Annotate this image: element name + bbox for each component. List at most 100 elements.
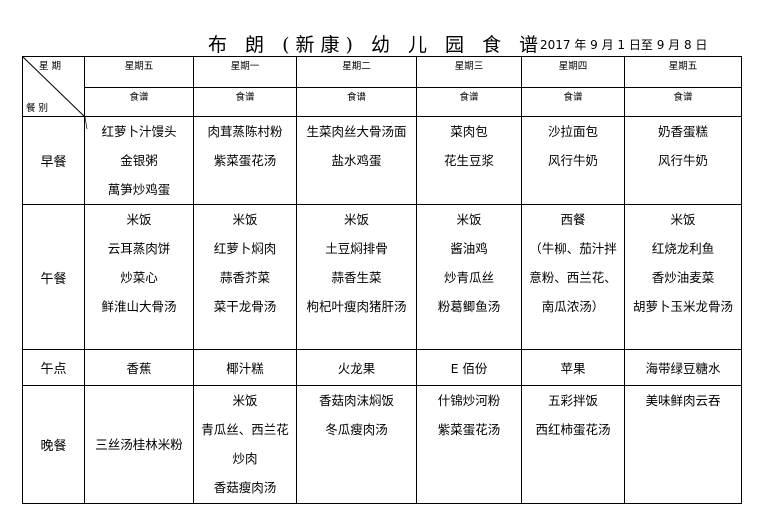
dish-item: 风行牛奶 bbox=[547, 153, 598, 168]
dish-item: 盐水鸡蛋 bbox=[331, 153, 382, 168]
dish-item: 炒肉 bbox=[232, 451, 258, 466]
menu-cell: 红萝卜汁馒头 金银粥萬笋炒鸡蛋 bbox=[84, 116, 194, 205]
dish-item: （牛柳、茄汁拌 bbox=[529, 241, 617, 256]
menu-cell: 西餐 （牛柳、茄汁拌 意粉、西兰花、 南瓜浓汤） bbox=[521, 204, 625, 350]
day-header: 星期一 bbox=[193, 56, 297, 88]
menu-cell: 米饭青瓜丝、西兰花 炒肉香菇瘦肉汤 bbox=[193, 385, 297, 504]
meal-label: 午餐 bbox=[22, 204, 85, 350]
meal-row-lunch: 午餐 米饭 云耳蒸肉饼 炒菜心 鲜淮山大骨汤 米饭 红萝卜焖肉 蒜香芥菜 菜干龙骨汤 米饭 土豆焖排… bbox=[22, 204, 742, 350]
dish-item: 肉茸蒸陈村粉 bbox=[207, 124, 283, 139]
corner-bottom-label: 餐 别 bbox=[26, 103, 49, 114]
dish-item: 花生豆浆 bbox=[443, 153, 494, 168]
recipe-header: 食谱 bbox=[193, 87, 297, 117]
menu-cell: 海带绿豆糖水 bbox=[624, 349, 742, 386]
dish-item: 云耳蒸肉饼 bbox=[107, 241, 171, 256]
subheader-row: 食谱 食谱 食谱 食谱 食谱 食谱 bbox=[23, 87, 742, 117]
dish-item: 蒜香芥菜 bbox=[219, 270, 270, 285]
dish-item: 椰汁糕 bbox=[226, 361, 264, 376]
menu-cell: 椰汁糕 bbox=[193, 349, 297, 386]
recipe-header: 食谱 bbox=[296, 87, 417, 117]
meal-label: 晚餐 bbox=[22, 385, 85, 504]
menu-cell: 生菜肉丝大骨汤面 盐水鸡蛋 bbox=[296, 116, 417, 205]
dish-item: 炒青瓜丝 bbox=[443, 270, 494, 285]
corner-cell: 星 期 餐 别 bbox=[22, 56, 88, 130]
dish-item: 五彩拌饭 bbox=[547, 393, 598, 408]
dish-item: 美味鲜肉云吞 bbox=[645, 393, 721, 408]
meal-label: 午点 bbox=[22, 349, 85, 386]
menu-cell: 苹果 bbox=[521, 349, 625, 386]
dish-item: 紫菜蛋花汤 bbox=[437, 422, 501, 437]
dish-item: 红萝卜焖肉 bbox=[213, 241, 277, 256]
dish-item: 萬笋炒鸡蛋 bbox=[107, 182, 171, 197]
menu-cell: 奶香蛋糕 风行牛奶 bbox=[624, 116, 742, 205]
dish-item: 什锦炒河粉 bbox=[437, 393, 501, 408]
menu-cell: 香蕉 bbox=[84, 349, 194, 386]
dish-item: 冬瓜瘦肉汤 bbox=[325, 422, 388, 437]
dish-item: 菜干龙骨汤 bbox=[213, 299, 277, 314]
corner-top-label: 星 期 bbox=[39, 61, 62, 72]
dish-item: 南瓜浓汤） bbox=[541, 299, 605, 314]
menu-table: 星 期 餐 别 星期五 星期一 星期二 星期三 星期四 星期五 食谱 食谱 食谱… bbox=[22, 56, 742, 504]
dish-item: 粉葛鲫鱼汤 bbox=[437, 299, 501, 314]
dish-item: 米饭 bbox=[456, 212, 482, 227]
day-header: 星期三 bbox=[416, 56, 522, 88]
dish-item: 胡萝卜玉米龙骨汤 bbox=[632, 299, 733, 314]
menu-cell: 菜肉包 花生豆浆 bbox=[416, 116, 522, 205]
dish-item: 香菇肉沫焖饭 bbox=[318, 393, 394, 408]
dish-item: 生菜肉丝大骨汤面 bbox=[306, 124, 407, 139]
dish-item: 红萝卜汁馒头 bbox=[101, 124, 177, 139]
menu-cell: 五彩拌饭西红柿蛋花汤 bbox=[521, 385, 625, 504]
menu-cell: 什锦炒河粉紫菜蛋花汤 bbox=[416, 385, 522, 504]
dish-item: 三丝汤桂林米粉 bbox=[95, 437, 183, 452]
dish-item: 香炒油麦菜 bbox=[651, 270, 715, 285]
recipe-header: 食谱 bbox=[84, 87, 194, 117]
recipe-header: 食谱 bbox=[416, 87, 522, 117]
day-header: 星期五 bbox=[624, 56, 742, 88]
day-header: 星期二 bbox=[296, 56, 417, 88]
menu-cell: 米饭 红萝卜焖肉 蒜香芥菜 菜干龙骨汤 bbox=[193, 204, 297, 350]
dish-item: 香菇瘦肉汤 bbox=[213, 480, 277, 495]
recipe-header: 食谱 bbox=[521, 87, 625, 117]
dish-item: 枸杞叶瘦肉猪肝汤 bbox=[306, 299, 407, 314]
day-header: 星期五 bbox=[84, 56, 194, 88]
menu-cell: 米饭土豆焖排骨蒜香生菜枸杞叶瘦肉猪肝汤 bbox=[296, 204, 417, 350]
menu-cell: 沙拉面包 风行牛奶 bbox=[521, 116, 625, 205]
dish-item: 炒菜心 bbox=[120, 270, 158, 285]
dish-item: 风行牛奶 bbox=[657, 153, 708, 168]
dish-item: 西餐 bbox=[560, 212, 586, 227]
diagonal-line bbox=[23, 57, 88, 130]
dish-item: 酱油鸡 bbox=[450, 241, 488, 256]
dish-item: 蒜香生菜 bbox=[331, 270, 382, 285]
dish-item: 苹果 bbox=[560, 361, 586, 376]
dish-item: 紫菜蛋花汤 bbox=[213, 153, 277, 168]
dish-item: 火龙果 bbox=[337, 361, 376, 376]
dish-item: 沙拉面包 bbox=[547, 124, 598, 139]
day-header: 星期四 bbox=[521, 56, 625, 88]
recipe-header: 食谱 bbox=[624, 87, 742, 117]
page-title: 布 朗 (新康) 幼 儿 园 食 谱 bbox=[208, 34, 545, 56]
dish-item: 青瓜丝、西兰花 bbox=[201, 422, 289, 437]
dish-item: 米饭 bbox=[670, 212, 696, 227]
dish-item: 海带绿豆糖水 bbox=[645, 361, 721, 376]
menu-cell: 肉茸蒸陈村粉 紫菜蛋花汤 bbox=[193, 116, 297, 205]
dish-item: 奶香蛋糕 bbox=[657, 124, 708, 139]
menu-cell: 米饭红烧龙利鱼香炒油麦菜胡萝卜玉米龙骨汤 bbox=[624, 204, 742, 350]
menu-cell: 香菇肉沫焖饭 冬瓜瘦肉汤 bbox=[296, 385, 417, 504]
menu-cell: 火龙果 bbox=[296, 349, 417, 386]
menu-cell: E 佰份 bbox=[416, 349, 522, 386]
dish-item: 西红柿蛋花汤 bbox=[535, 422, 611, 437]
menu-cell: 米饭云耳蒸肉饼炒菜心鲜淮山大骨汤 bbox=[84, 204, 194, 350]
dish-item: 米饭 bbox=[126, 212, 152, 227]
dish-item: 土豆焖排骨 bbox=[325, 241, 388, 256]
dish-item: 米饭 bbox=[343, 212, 369, 227]
date-range: 2017 年 9 月 1 日至 9 月 8 日 bbox=[540, 38, 708, 52]
meal-row-dinner: 晚餐 三丝汤桂林米粉 米饭 青瓜丝、西兰花 炒肉 香菇瘦肉汤 香菇肉沫焖饭 冬瓜瘦肉汤 什锦炒河… bbox=[22, 385, 742, 504]
menu-cell: 米饭酱油鸡炒青瓜丝粉葛鲫鱼汤 bbox=[416, 204, 522, 350]
meal-row-snack: 午点 香蕉 椰汁糕 火龙果 E 佰份 苹果 海带绿豆糖水 bbox=[22, 349, 742, 386]
day-header-row: 星 期 餐 别 星期五 星期一 星期二 星期三 星期四 星期五 bbox=[22, 56, 742, 130]
dish-item: 香蕉 bbox=[126, 361, 152, 376]
dish-item: 米饭 bbox=[232, 393, 258, 408]
dish-item: 红烧龙利鱼 bbox=[651, 241, 715, 256]
dish-item: 鲜淮山大骨汤 bbox=[101, 299, 177, 314]
dish-item: 金银粥 bbox=[120, 153, 158, 168]
